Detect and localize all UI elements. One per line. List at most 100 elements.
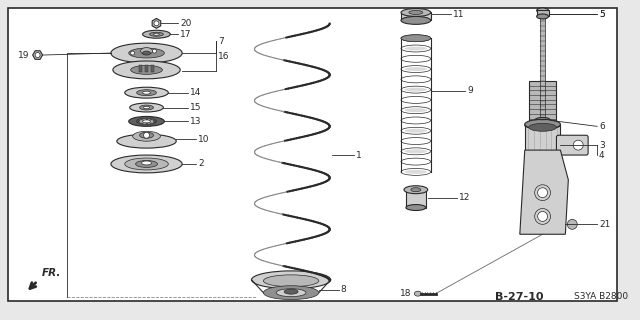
Bar: [150, 118, 152, 120]
Ellipse shape: [404, 129, 427, 133]
Bar: [537, 11, 548, 16]
Text: 18: 18: [401, 289, 412, 298]
Ellipse shape: [129, 116, 164, 126]
Ellipse shape: [404, 108, 427, 112]
Bar: [138, 119, 140, 121]
Bar: [401, 12, 431, 20]
Ellipse shape: [264, 286, 319, 300]
Polygon shape: [33, 51, 43, 59]
Circle shape: [152, 49, 156, 53]
Ellipse shape: [143, 106, 150, 109]
Text: 10: 10: [198, 135, 209, 144]
Ellipse shape: [404, 170, 427, 174]
Text: 17: 17: [180, 30, 192, 39]
Bar: [525, 125, 561, 220]
Text: 14: 14: [190, 88, 202, 97]
Ellipse shape: [131, 66, 163, 74]
Ellipse shape: [529, 124, 556, 131]
Ellipse shape: [111, 43, 182, 63]
Bar: [540, 6, 545, 125]
Text: 6: 6: [599, 122, 605, 131]
Ellipse shape: [150, 32, 163, 36]
Ellipse shape: [113, 61, 180, 79]
Bar: [145, 118, 148, 120]
Polygon shape: [152, 19, 161, 28]
Ellipse shape: [143, 51, 150, 55]
Ellipse shape: [141, 161, 152, 165]
Text: 20: 20: [180, 19, 191, 28]
Ellipse shape: [136, 90, 156, 96]
Ellipse shape: [411, 188, 420, 192]
Ellipse shape: [404, 88, 427, 92]
Text: 5: 5: [599, 10, 605, 19]
Ellipse shape: [129, 48, 164, 58]
Circle shape: [143, 132, 150, 138]
Text: S3YA B2800: S3YA B2800: [574, 292, 628, 301]
Ellipse shape: [143, 120, 150, 123]
Bar: [141, 118, 143, 120]
Bar: [145, 65, 148, 72]
Polygon shape: [520, 150, 568, 234]
Ellipse shape: [117, 134, 176, 148]
Ellipse shape: [409, 11, 423, 14]
Text: 2: 2: [198, 159, 204, 168]
Ellipse shape: [276, 289, 306, 297]
Circle shape: [35, 52, 40, 58]
Bar: [136, 120, 139, 122]
Ellipse shape: [401, 16, 431, 24]
Text: 8: 8: [340, 285, 346, 294]
Ellipse shape: [414, 291, 421, 296]
Bar: [153, 122, 156, 124]
Text: 13: 13: [190, 117, 202, 126]
Text: 3: 3: [599, 141, 605, 150]
Ellipse shape: [140, 132, 154, 138]
Bar: [138, 122, 140, 124]
Ellipse shape: [125, 87, 168, 98]
Ellipse shape: [154, 33, 159, 35]
Ellipse shape: [404, 67, 427, 71]
Circle shape: [538, 212, 548, 221]
Text: FR.: FR.: [42, 268, 61, 278]
Bar: [145, 123, 148, 125]
Bar: [150, 123, 152, 124]
Text: B-27-10: B-27-10: [495, 292, 543, 302]
Circle shape: [573, 140, 583, 150]
Bar: [139, 65, 142, 72]
Circle shape: [154, 21, 159, 26]
Ellipse shape: [401, 9, 431, 16]
Ellipse shape: [537, 14, 548, 19]
Text: 9: 9: [467, 86, 473, 95]
Circle shape: [567, 220, 577, 229]
Bar: [141, 123, 143, 124]
Text: 16: 16: [218, 52, 229, 60]
Text: 1: 1: [356, 150, 362, 160]
Ellipse shape: [132, 131, 161, 141]
Ellipse shape: [401, 35, 431, 42]
FancyBboxPatch shape: [556, 135, 588, 155]
Ellipse shape: [136, 118, 156, 124]
Text: 15: 15: [190, 103, 202, 112]
Ellipse shape: [404, 149, 427, 153]
Text: 12: 12: [460, 193, 471, 202]
Text: 11: 11: [452, 10, 464, 19]
Bar: [154, 120, 156, 122]
Ellipse shape: [136, 161, 157, 167]
Bar: [406, 190, 426, 208]
Text: 21: 21: [599, 220, 611, 229]
Text: 5: 5: [599, 10, 605, 19]
Ellipse shape: [284, 289, 298, 294]
Ellipse shape: [406, 204, 426, 211]
Ellipse shape: [534, 117, 550, 124]
Text: 19: 19: [18, 51, 29, 60]
Ellipse shape: [404, 46, 427, 51]
Ellipse shape: [404, 186, 428, 194]
Ellipse shape: [525, 122, 561, 129]
Text: 4: 4: [599, 150, 605, 160]
Ellipse shape: [537, 8, 548, 13]
Ellipse shape: [525, 119, 561, 129]
Ellipse shape: [141, 48, 152, 54]
Ellipse shape: [111, 155, 182, 173]
Ellipse shape: [125, 158, 168, 170]
Ellipse shape: [130, 103, 163, 112]
Circle shape: [538, 188, 548, 198]
